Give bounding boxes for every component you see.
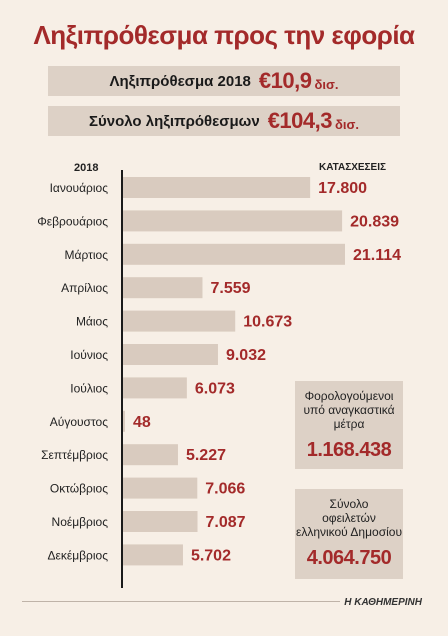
value-label: 10.673 [243, 314, 292, 331]
footer-divider [22, 601, 420, 602]
month-label: Οκτώβριος [50, 482, 108, 496]
value-label: 48 [133, 414, 151, 431]
value-label: 17.800 [318, 180, 367, 197]
bar-chart: Ιανουάριος 17.800 Φεβρουάριος 20.839 Μάρτιος… [37, 170, 401, 588]
month-label: Ιανουάριος [50, 181, 109, 195]
summary-label: Σύνολο ληξιπρόθεσμων [89, 112, 260, 130]
taxpayers-under-enforcement-box: Φορολογούμενοι υπό αναγκαστικά μέτρα 1.1… [295, 381, 403, 469]
box-text-line: ελληνικού Δημοσίου [295, 525, 403, 539]
box-text-line: μέτρα [333, 417, 365, 431]
month-label: Ιούλιος [70, 381, 108, 395]
value-label: 6.073 [195, 380, 235, 397]
summary-arrears-2018: Ληξιπρόθεσμα 2018 €10,9 δισ. [48, 66, 400, 96]
bar [123, 344, 218, 365]
value-label: 9.032 [226, 347, 266, 364]
month-label: Φεβρουάριος [37, 214, 108, 228]
value-label: 7.066 [205, 481, 245, 498]
value-label: 7.559 [210, 280, 250, 297]
value-label: 7.087 [206, 514, 246, 531]
month-label: Νοέμβριος [52, 515, 109, 529]
bar [123, 277, 203, 299]
bar [123, 210, 343, 232]
box-text-line: Φορολογούμενοι [304, 389, 394, 403]
value-label: 21.114 [353, 247, 401, 264]
bar [123, 544, 183, 566]
month-label: Ιούνιος [70, 348, 108, 362]
source-credit: Η ΚΑΘΗΜΕΡΙΝΗ [340, 597, 422, 608]
bar [123, 377, 187, 399]
month-label: Δεκέμβριος [48, 548, 109, 562]
summary-amount: €10,9 [258, 68, 312, 93]
value-label: 5.227 [186, 447, 226, 464]
box-text-line: υπό αναγκαστικά [303, 403, 395, 417]
year-label: 2018 [74, 162, 99, 174]
summary-label: Ληξιπρόθεσμα 2018 [109, 72, 251, 90]
summary-total-arrears: Σύνολο ληξιπρόθεσμων €104,3 δισ. [48, 106, 400, 136]
summary-unit: δισ. [334, 116, 359, 132]
bar [123, 243, 345, 265]
summary-unit: δισ. [314, 76, 339, 92]
seizures-label: ΚΑΤΑΣΧΕΣΕΙΣ [319, 162, 386, 173]
box-number: 1.168.438 [306, 439, 392, 461]
page-title: Ληξιπρόθεσμα προς την εφορία [33, 20, 415, 50]
summary-amount: €104,3 [267, 108, 333, 133]
bar [123, 477, 198, 499]
month-label: Απρίλιος [61, 281, 108, 295]
bar [123, 511, 198, 532]
bar [123, 410, 125, 432]
box-number: 4.064.750 [306, 547, 392, 569]
value-label: 5.702 [191, 547, 231, 564]
bar [123, 310, 236, 332]
total-debtors-box: Σύνολο οφειλετών ελληνικού Δημοσίου 4.06… [295, 489, 403, 579]
month-label: Σεπτέμβριος [41, 448, 108, 462]
box-text-line: οφειλετών [322, 511, 376, 525]
bar [123, 444, 178, 466]
month-label: Αύγουστος [50, 415, 108, 429]
box-text-line: Σύνολο [329, 497, 369, 511]
month-label: Μάρτιος [65, 248, 109, 262]
month-label: Μάιος [76, 315, 108, 329]
bar [123, 177, 311, 198]
value-label: 20.839 [350, 213, 399, 230]
